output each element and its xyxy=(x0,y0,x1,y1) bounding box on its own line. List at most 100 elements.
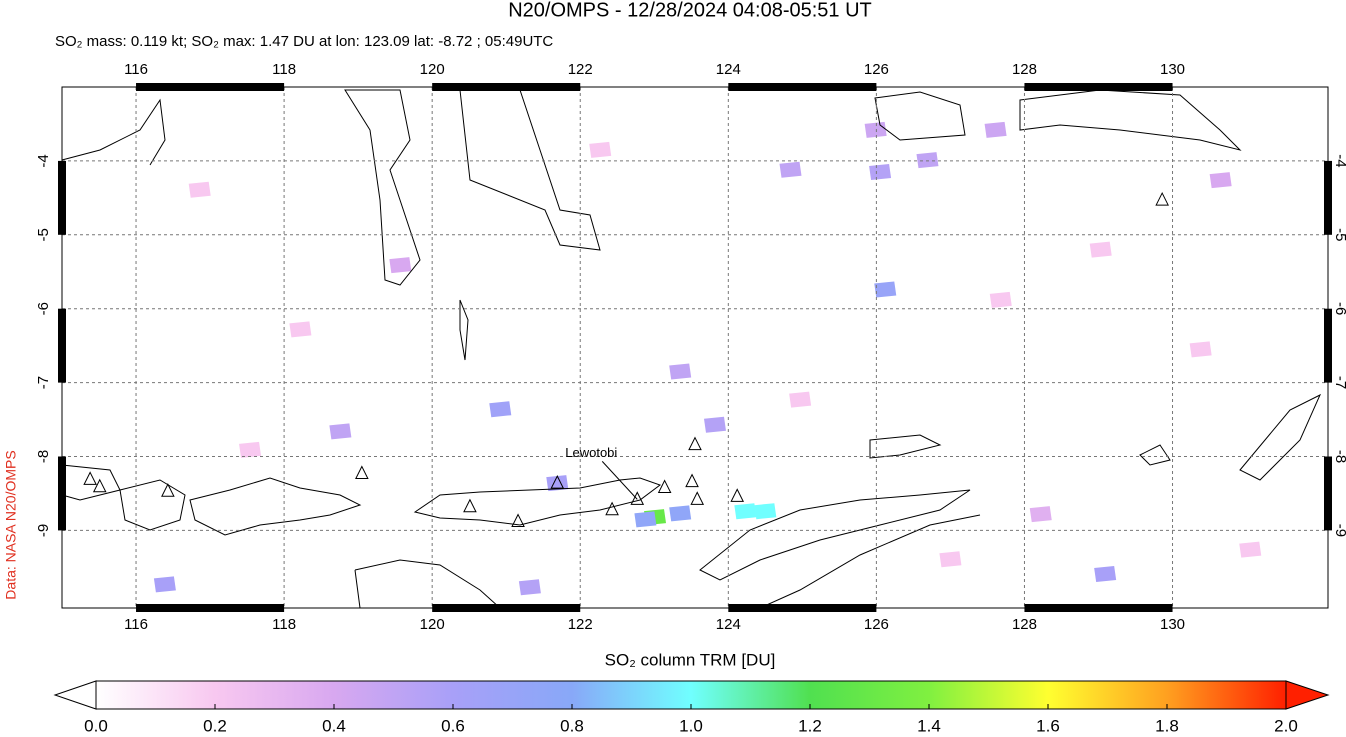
x-tick-label: 130 xyxy=(1160,616,1185,633)
volcano xyxy=(92,478,107,493)
colorbar-tick-label: 2.0 xyxy=(1274,716,1298,735)
so2-pixel xyxy=(289,321,312,338)
volcano xyxy=(83,471,97,485)
axis-bar xyxy=(58,308,66,383)
so2-pixel xyxy=(984,121,1007,138)
y-tick-label: -8 xyxy=(1332,450,1346,463)
x-tick-label: 120 xyxy=(420,616,445,633)
colorbar-high-end xyxy=(1285,680,1330,710)
subtitle: SO₂ mass: 0.119 kt; SO₂ max: 1.47 DU at … xyxy=(55,33,553,50)
x-tick-label: 124 xyxy=(716,61,741,78)
volcano xyxy=(685,473,699,488)
y-tick-label: -8 xyxy=(35,450,52,463)
x-tick-label: 124 xyxy=(716,616,741,633)
y-tick-label: -7 xyxy=(35,376,52,389)
colorbar-label: SO₂ column TRM [DU] xyxy=(605,650,776,669)
credit: Data: NASA N20/OMPS xyxy=(3,450,19,599)
x-tick-label: 126 xyxy=(864,616,889,633)
so2-pixel xyxy=(634,511,657,528)
x-tick-label: 126 xyxy=(864,61,889,78)
colorbar-tick-label: 1.4 xyxy=(917,716,941,735)
axis-bar xyxy=(1324,160,1332,235)
so2-pixel xyxy=(518,579,541,596)
volcano xyxy=(630,491,645,505)
so2-pixel xyxy=(669,363,692,380)
so2-pixel xyxy=(589,141,612,158)
y-tick-label: -7 xyxy=(1332,376,1346,389)
so2-pixel xyxy=(389,257,412,274)
axis-bar xyxy=(1324,308,1332,383)
so2-pixel xyxy=(188,181,211,198)
volcano xyxy=(463,498,477,513)
pixel-layer xyxy=(153,121,1262,596)
so2-pixel xyxy=(489,401,512,418)
x-tick-label: 116 xyxy=(124,616,148,633)
y-tick-label: -4 xyxy=(1332,154,1346,167)
so2-pixel xyxy=(779,161,802,178)
colorbar-tick-label: 1.2 xyxy=(798,716,822,735)
axis-bar xyxy=(136,604,285,612)
x-tick-label: 120 xyxy=(420,61,445,78)
so2-pixel xyxy=(1094,566,1117,583)
volcano xyxy=(550,474,565,489)
x-tick-label: 122 xyxy=(568,61,593,78)
x-tick-label: 130 xyxy=(1160,61,1185,78)
grid-layer xyxy=(62,87,1328,608)
volcano xyxy=(657,479,672,494)
volcano xyxy=(688,436,702,451)
volcano xyxy=(605,501,619,516)
axis-bar xyxy=(1324,456,1332,531)
so2-pixel xyxy=(869,163,892,180)
so2-pixel xyxy=(1239,541,1262,558)
so2-pixel xyxy=(864,121,887,138)
so2-pixel xyxy=(939,551,962,568)
colorbar-tick-label: 1.0 xyxy=(679,716,703,735)
volcano xyxy=(355,465,369,480)
so2-pixel xyxy=(703,416,726,433)
so2-pixel xyxy=(669,505,692,522)
x-tick-label: 118 xyxy=(272,616,296,633)
y-tick-label: -6 xyxy=(1332,302,1346,315)
axis-bar xyxy=(1024,83,1173,91)
y-tick-label: -9 xyxy=(35,524,52,537)
colorbar-tick-label: 0.4 xyxy=(322,716,346,735)
so2-pixel xyxy=(1089,241,1112,258)
volcano xyxy=(511,513,525,528)
so2-pixel xyxy=(789,391,812,408)
so2-pixel xyxy=(1189,341,1212,358)
x-tick-label: 128 xyxy=(1012,616,1037,633)
annotation: Lewotobi xyxy=(565,445,617,460)
colorbar-tick-label: 1.8 xyxy=(1155,716,1179,735)
so2-pixel xyxy=(989,291,1012,308)
colorbar-tick-label: 0.0 xyxy=(84,716,108,735)
axis-bar xyxy=(432,604,581,612)
x-tick-label: 116 xyxy=(124,61,148,78)
volcano xyxy=(1155,191,1169,206)
x-tick-label: 128 xyxy=(1012,61,1037,78)
axis-bar xyxy=(432,83,581,91)
map-background xyxy=(62,87,1328,608)
colorbar-tick-label: 1.6 xyxy=(1036,716,1060,735)
axis-bar xyxy=(58,456,66,531)
axis-bar xyxy=(136,83,285,91)
colorbar-low-end xyxy=(53,680,97,710)
so2-pixel xyxy=(1029,506,1052,523)
volcano xyxy=(161,483,175,497)
so2-pixel xyxy=(754,503,777,520)
so2-pixel xyxy=(874,281,897,298)
x-tick-label: 118 xyxy=(272,61,296,78)
colorbar-tick-label: 0.8 xyxy=(560,716,584,735)
y-tick-label: -4 xyxy=(35,154,52,167)
y-tick-label: -6 xyxy=(35,302,52,315)
y-tick-label: -5 xyxy=(1332,228,1346,241)
axis-bar xyxy=(728,604,877,612)
so2-pixel xyxy=(916,152,939,169)
so2-pixel xyxy=(1209,172,1232,189)
axis-bar xyxy=(58,160,66,235)
so2-pixel xyxy=(734,503,757,520)
coastlines xyxy=(61,89,1322,609)
colorbar-tick-label: 0.2 xyxy=(203,716,227,735)
colorbar-tick-label: 0.6 xyxy=(441,716,465,735)
title: N20/OMPS - 12/28/2024 04:08-05:51 UT xyxy=(508,0,872,21)
